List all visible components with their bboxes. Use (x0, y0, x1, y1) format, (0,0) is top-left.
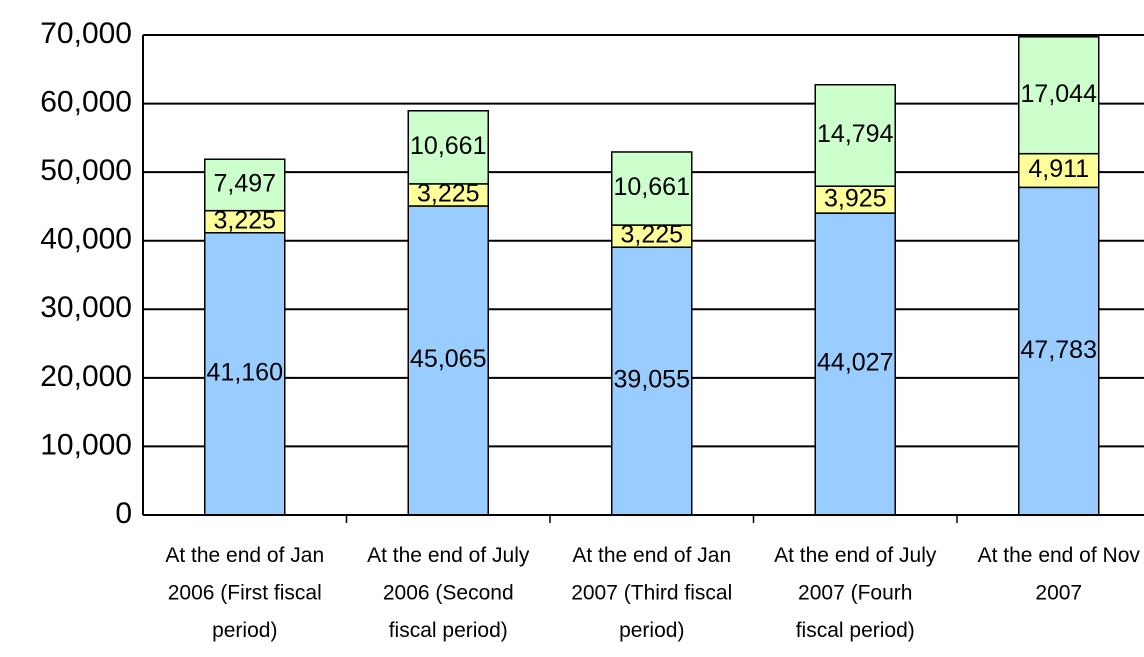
x-tick-label: At the end of Jan 2006 (First fiscal perio… (165, 544, 324, 642)
bar-segment (611, 246, 693, 516)
bar-segment (611, 151, 693, 226)
y-tick-label: 30,000 (40, 291, 132, 324)
data-label: 45,065 (410, 345, 486, 373)
bar-segment (814, 83, 896, 187)
data-label: 47,783 (1021, 336, 1097, 364)
data-label: 14,794 (817, 120, 894, 148)
data-label: 39,055 (614, 366, 690, 394)
data-label: 44,027 (817, 349, 893, 377)
x-tick-label: At the end of Nov 2007 (978, 544, 1141, 605)
x-tick-label: At the end of July 2006 (Second fiscal per… (367, 544, 530, 642)
data-label: 41,160 (207, 358, 283, 386)
x-tick-label: At the end of Jan 2007 (Third fiscal perio… (571, 544, 732, 642)
bar-segment (407, 110, 489, 185)
bar-segment (1018, 36, 1100, 155)
y-tick-label: 10,000 (40, 428, 132, 461)
y-tick-label: 70,000 (40, 17, 132, 50)
data-label: 4,911 (1028, 155, 1089, 183)
y-tick-label: 20,000 (40, 360, 132, 393)
data-label: 3,925 (824, 184, 887, 212)
y-tick-label: 60,000 (40, 85, 132, 118)
y-tick-label: 40,000 (40, 223, 132, 256)
data-label: 7,497 (213, 170, 276, 198)
bar-segment (204, 232, 286, 516)
bar-segment (1018, 152, 1100, 189)
bar-segment (204, 158, 286, 212)
y-tick-label: 0 (115, 497, 132, 530)
bar-segment (1018, 186, 1100, 516)
data-label: 17,044 (1021, 80, 1098, 108)
x-tick-label: At the end of July 2007 (Fourh fiscal peri… (774, 544, 937, 642)
data-label: 10,661 (614, 173, 690, 201)
data-label: 10,661 (410, 132, 486, 160)
y-tick-label: 50,000 (40, 154, 132, 187)
